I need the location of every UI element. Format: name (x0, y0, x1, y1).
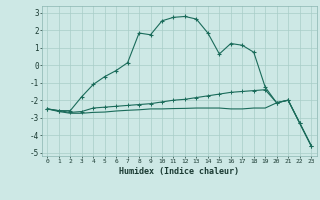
X-axis label: Humidex (Indice chaleur): Humidex (Indice chaleur) (119, 167, 239, 176)
